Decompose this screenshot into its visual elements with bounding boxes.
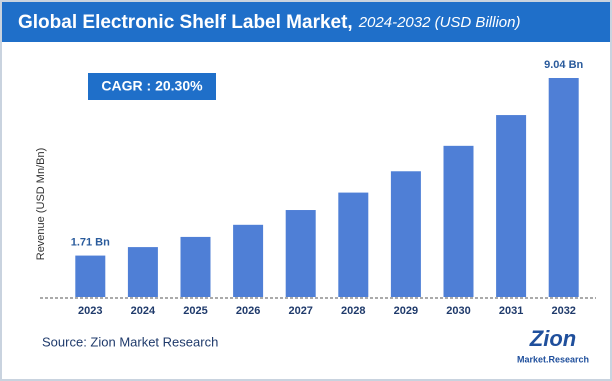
bar — [338, 192, 369, 297]
bar — [233, 224, 264, 297]
title-bar — [2, 2, 610, 42]
x-tick-label: 2030 — [446, 305, 470, 317]
value-label: 1.71 Bn — [71, 236, 110, 248]
x-tick-label: 2027 — [288, 305, 312, 317]
bar — [180, 236, 211, 297]
bar — [548, 78, 579, 297]
y-axis-label: Revenue (USD Mn/Bn) — [35, 148, 47, 261]
bar — [443, 145, 474, 297]
x-tick-label: 2024 — [131, 305, 156, 317]
cagr-label: CAGR : 20.30% — [101, 78, 203, 94]
bar — [496, 115, 527, 297]
x-tick-label: 2026 — [236, 305, 260, 317]
logo-name: Zion — [529, 326, 576, 351]
x-tick-label: 2028 — [341, 305, 365, 317]
chart-title: Global Electronic Shelf Label Market, — [18, 12, 353, 33]
x-tick-label: 2029 — [394, 305, 418, 317]
cagr-box — [88, 73, 216, 100]
bar — [127, 247, 158, 297]
value-label: 9.04 Bn — [544, 59, 583, 71]
bar — [75, 255, 106, 297]
bar — [390, 171, 421, 297]
x-tick-label: 2032 — [551, 305, 575, 317]
logo-tagline: Market.Research — [517, 354, 589, 364]
chart-title: Global Electronic Shelf Label Market, 202… — [18, 12, 520, 33]
bar — [285, 210, 316, 297]
x-tick-label: 2023 — [78, 305, 102, 317]
source: Source: Zion Market Research — [42, 334, 218, 349]
x-tick-label: 2025 — [183, 305, 207, 317]
x-tick-label: 2031 — [499, 305, 523, 317]
chart-subtitle: 2024-2032 (USD Billion) — [358, 14, 521, 31]
